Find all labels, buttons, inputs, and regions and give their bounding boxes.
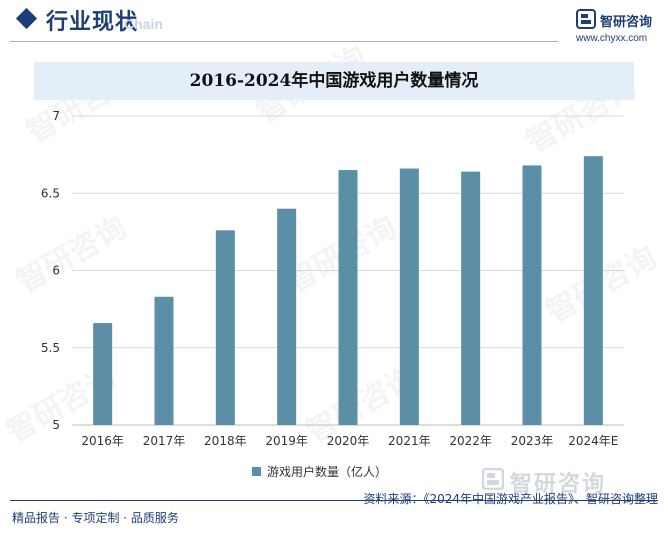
x-tick-label: 2024年E <box>568 434 618 448</box>
brand-logo-icon <box>576 9 596 29</box>
x-tick-label: 2019年 <box>265 434 308 448</box>
footer-slogan: 精品报告 · 专项定制 · 品质服务 <box>12 511 179 525</box>
bar <box>93 323 113 425</box>
source-note: 资料来源：《2024年中国游戏产业报告》、智研咨询整理 <box>363 492 658 506</box>
brand: 智研咨询 www.chyxx.com <box>576 9 662 45</box>
x-tick-label: 2016年 <box>81 434 124 448</box>
bar <box>154 296 174 425</box>
page-subtitle: Chain <box>124 16 163 32</box>
footer-divider <box>10 500 658 501</box>
page-title: 行业现状 <box>46 10 139 35</box>
x-tick-label: 2022年 <box>449 434 492 448</box>
y-tick-label: 5 <box>52 418 60 432</box>
footer-logo: 智研咨询 <box>482 466 662 497</box>
x-tick-label: 2018年 <box>204 434 247 448</box>
y-tick-label: 7 <box>52 109 60 123</box>
bar <box>277 208 297 425</box>
bar <box>583 156 603 426</box>
brand-url: www.chyxx.com <box>576 33 648 44</box>
chart-title: 2016-2024年中国游戏用户数量情况 <box>189 71 479 91</box>
bar <box>522 165 542 425</box>
x-tick-label: 2017年 <box>143 434 186 448</box>
y-tick-label: 6 <box>52 264 60 278</box>
bar <box>399 168 419 425</box>
x-tick-label: 2020年 <box>327 434 370 448</box>
brand-name: 智研咨询 <box>600 15 653 30</box>
header-divider <box>10 41 558 42</box>
x-tick-label: 2023年 <box>511 434 554 448</box>
bar-chart: 5 5.5 6 6.5 7 2016年 2017年 2018年 2019年 2020年 2021年 2… <box>41 109 624 448</box>
chart-title-bar: 2016-2024年中国游戏用户数量情况 <box>34 62 634 100</box>
bar <box>215 230 235 425</box>
footer-logo-icon <box>482 468 504 490</box>
legend-swatch <box>252 467 261 476</box>
footer-logo-text: 智研咨询 <box>510 472 607 497</box>
x-tick-label: 2021年 <box>388 434 431 448</box>
legend-label: 游戏用户数量（亿人） <box>267 465 388 479</box>
chart-legend: 游戏用户数量（亿人） <box>252 461 388 479</box>
header: 行业现状 Chain 智研咨询 www.chyxx.com <box>0 0 668 46</box>
y-tick-label: 6.5 <box>41 186 60 200</box>
bar <box>338 170 358 425</box>
y-tick-label: 5.5 <box>41 341 60 355</box>
bar <box>461 171 481 425</box>
